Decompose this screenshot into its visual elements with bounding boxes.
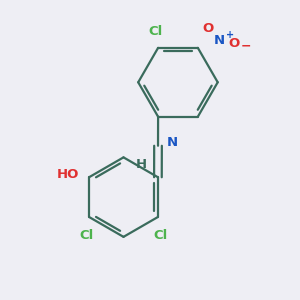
Text: Cl: Cl: [79, 229, 93, 242]
Text: Cl: Cl: [148, 25, 162, 38]
Text: HO: HO: [56, 168, 79, 181]
Text: +: +: [226, 30, 234, 40]
Text: O: O: [229, 37, 240, 50]
Text: O: O: [202, 22, 214, 34]
Text: N: N: [167, 136, 178, 149]
Text: −: −: [241, 40, 251, 53]
Text: H: H: [136, 158, 147, 171]
Text: Cl: Cl: [154, 229, 168, 242]
Text: N: N: [214, 34, 225, 47]
